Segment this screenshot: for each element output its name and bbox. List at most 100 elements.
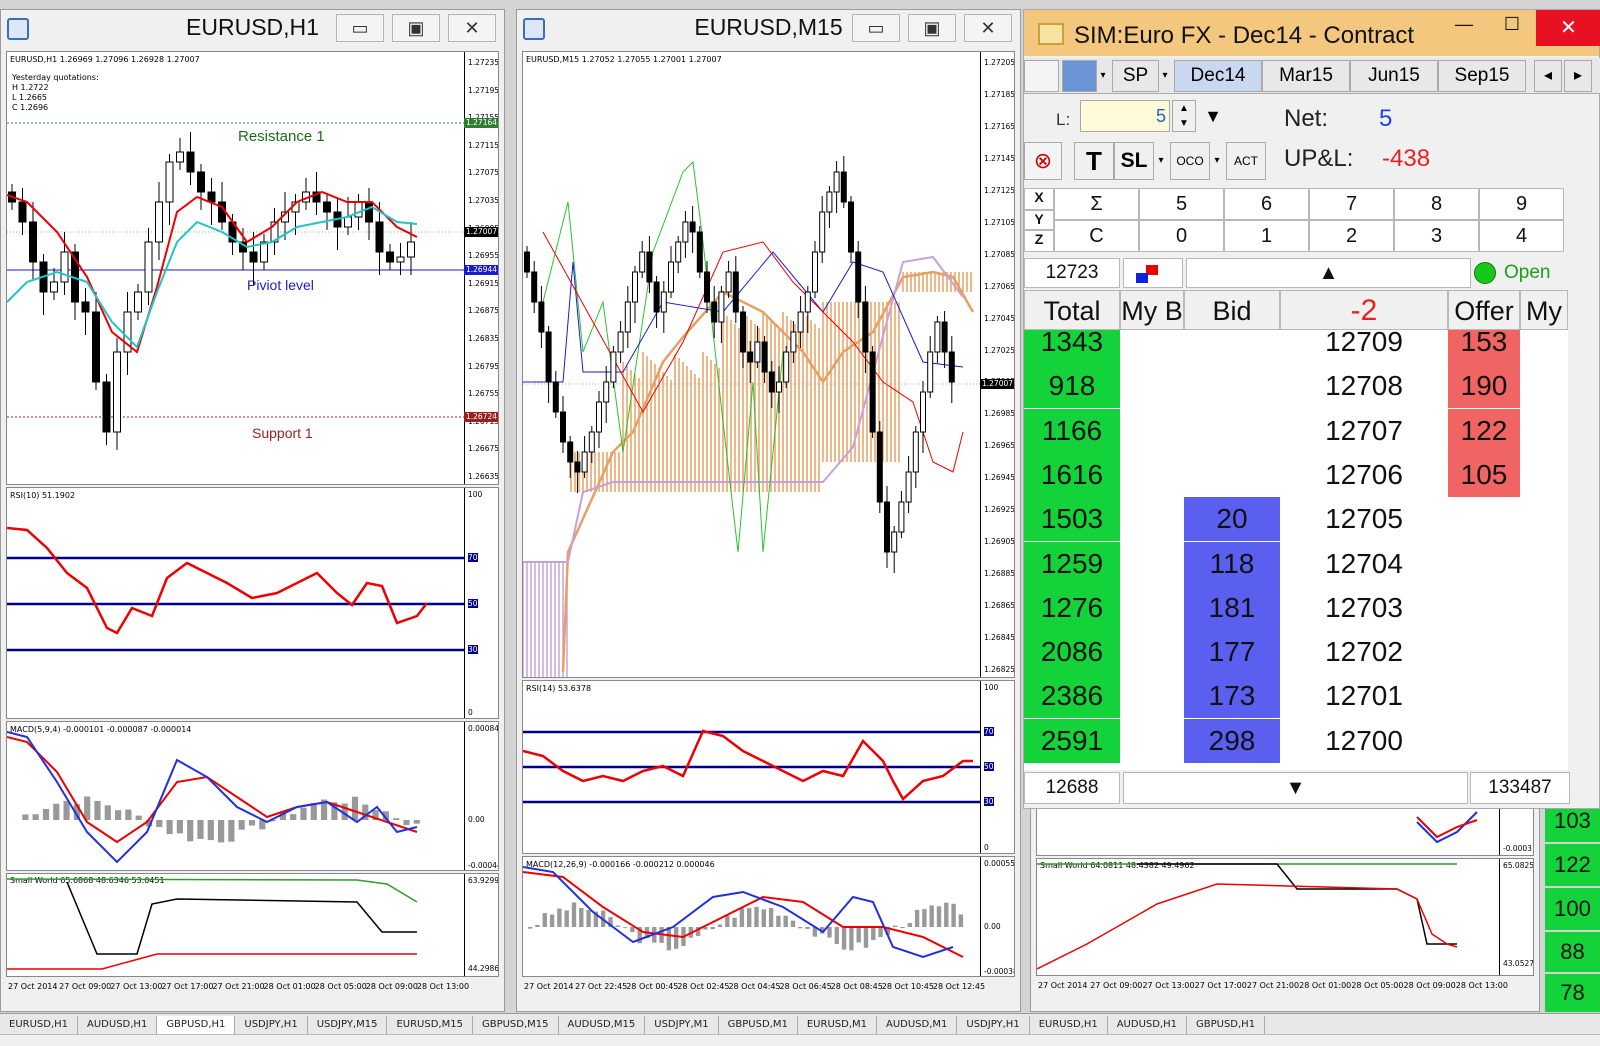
chevron-down-icon[interactable]: ▾	[1158, 155, 1164, 166]
ladder-offer-cell[interactable]: 122	[1448, 408, 1520, 453]
price-ladder[interactable]: 1343 12709 153 918 12708 190 1166 12707 122 1616 1…	[1024, 330, 1568, 770]
ladder-price-cell[interactable]: 12707	[1280, 408, 1448, 453]
hotkey-cell[interactable]: 5	[1139, 188, 1224, 220]
hotkey-cell[interactable]: 1	[1224, 220, 1309, 252]
ladder-bid-cell[interactable]: 298	[1184, 718, 1280, 763]
col-total-header[interactable]: Total	[1024, 290, 1120, 330]
hotkey-cell[interactable]: 3	[1394, 220, 1479, 252]
macd-pane[interactable]: MACD(5,9,4) -0.000101 -0.000087 -0.00001…	[6, 721, 499, 871]
ladder-price-cell[interactable]: 12704	[1280, 541, 1448, 586]
col-price-header[interactable]: -2	[1280, 290, 1448, 330]
ladder-total-cell[interactable]: 1166	[1024, 408, 1120, 453]
scroll-left-icon[interactable]: ◂	[1534, 60, 1562, 92]
chart-tab[interactable]: EURUSD,H1	[0, 1016, 79, 1036]
maximize-button[interactable]: ☐	[1503, 14, 1521, 34]
hotkey-cell[interactable]: 8	[1394, 188, 1479, 220]
chart-tab[interactable]: GBPUSD,H1	[157, 1016, 236, 1036]
chart-tab[interactable]: USDJPY,H1	[957, 1016, 1030, 1036]
ladder-bid-cell[interactable]	[1184, 452, 1280, 497]
ladder-bid-cell[interactable]: 118	[1184, 541, 1280, 586]
ladder-total-cell[interactable]: 1503	[1024, 497, 1120, 542]
title-bar[interactable]: EURUSD,M15 ▭ ▣ ✕	[517, 10, 1020, 46]
hotkey-cell[interactable]: 6	[1224, 188, 1309, 220]
chevron-down-icon[interactable]: ▾	[1214, 155, 1220, 166]
ladder-total-cell[interactable]: 1616	[1024, 452, 1120, 497]
hotkey-cell[interactable]: Σ	[1054, 188, 1139, 220]
close-button[interactable]: ✕	[1536, 10, 1600, 46]
act-button[interactable]: ACT	[1226, 142, 1266, 180]
ladder-bid-cell[interactable]	[1184, 364, 1280, 409]
ladder-price-cell[interactable]: 12706	[1280, 452, 1448, 497]
minimize-button[interactable]: —	[1455, 14, 1473, 34]
chart-tab[interactable]: GBPUSD,H1	[1187, 1016, 1266, 1036]
target-button[interactable]: T	[1074, 142, 1114, 180]
price-chart-pane[interactable]: EURUSD,H1 1.26969 1.27096 1.26928 1.2700…	[6, 51, 499, 485]
chart-tab[interactable]: AUDUSD,H1	[78, 1016, 158, 1036]
settings-icon[interactable]	[1024, 60, 1059, 92]
small-world-pane[interactable]: Small World 65.6868 48.6346 53.0451 63.9…	[6, 873, 499, 977]
chart-tab[interactable]: AUDUSD,M1	[877, 1016, 958, 1036]
rsi-pane[interactable]: RSI(10) 51.1902 100 70 50 30 0	[6, 487, 499, 719]
ladder-total-cell[interactable]: 1276	[1024, 585, 1120, 630]
quantity-dropdown-icon[interactable]: ▼	[1204, 106, 1222, 126]
chart-tab[interactable]: USDJPY,H1	[235, 1016, 308, 1036]
hotkey-cell[interactable]: 4	[1479, 220, 1564, 252]
flag-icon[interactable]	[1123, 258, 1183, 288]
chevron-down-icon[interactable]: ▾	[1100, 70, 1106, 81]
hotkey-cell[interactable]: 0	[1139, 220, 1224, 252]
quantity-stepper[interactable]: ▲ ▼	[1172, 100, 1196, 132]
chart-tab[interactable]: USDJPY,M1	[645, 1016, 719, 1036]
tab-sp[interactable]: SP	[1112, 60, 1159, 92]
ladder-offer-cell[interactable]: 105	[1448, 452, 1520, 497]
col-myoffer-header[interactable]: My	[1520, 290, 1568, 330]
scroll-down-button[interactable]: ▼	[1123, 772, 1468, 804]
hotkey-cell[interactable]: 2	[1309, 220, 1394, 252]
chart-tab[interactable]: GBPUSD,M1	[719, 1016, 798, 1036]
ladder-price-cell[interactable]: 12708	[1280, 364, 1448, 409]
macd-pane[interactable]: MACD(12,26,9) -0.000166 -0.000212 0.0000…	[522, 856, 1015, 977]
ladder-price-cell[interactable]: 12700	[1280, 718, 1448, 763]
ladder-offer-cell[interactable]	[1448, 585, 1520, 630]
ladder-offer-cell[interactable]: 153	[1448, 330, 1520, 364]
ladder-total-cell[interactable]: 1259	[1024, 541, 1120, 586]
title-bar[interactable]: EURUSD,H1 ▭ ▣ ✕	[1, 10, 504, 46]
scroll-up-button[interactable]: ▲	[1186, 258, 1471, 288]
tab-mar15[interactable]: Mar15	[1262, 60, 1350, 92]
chart-link-icon[interactable]	[1062, 60, 1097, 92]
tab-dec14[interactable]: Dec14	[1174, 60, 1262, 92]
cancel-all-icon[interactable]: ⊗	[1024, 142, 1062, 180]
minimize-button[interactable]: ▭	[852, 14, 900, 42]
ladder-price-cell[interactable]: 12702	[1280, 630, 1448, 675]
ladder-offer-cell[interactable]	[1448, 630, 1520, 675]
ladder-offer-cell[interactable]	[1448, 541, 1520, 586]
macd-pane[interactable]: -0.0003	[1036, 801, 1534, 856]
ladder-total-cell[interactable]: 918	[1024, 364, 1120, 409]
ladder-total-cell[interactable]: 2591	[1024, 718, 1120, 763]
stop-loss-button[interactable]: SL	[1114, 142, 1154, 180]
ladder-bid-cell[interactable]: 173	[1184, 674, 1280, 719]
scroll-right-icon[interactable]: ▸	[1564, 60, 1592, 92]
chart-tab[interactable]: EURUSD,H1	[1030, 1016, 1108, 1036]
col-mybid-header[interactable]: My B	[1120, 290, 1184, 330]
tab-jun15[interactable]: Jun15	[1350, 60, 1438, 92]
tab-sep15[interactable]: Sep15	[1438, 60, 1526, 92]
ladder-price-cell[interactable]: 12701	[1280, 674, 1448, 719]
ladder-bid-cell[interactable]: 20	[1184, 497, 1280, 542]
close-button[interactable]: ✕	[448, 14, 496, 42]
ladder-bid-cell[interactable]	[1184, 408, 1280, 453]
title-bar[interactable]: SIM:Euro FX - Dec14 - Contract — ☐ ✕	[1024, 10, 1600, 56]
chart-tab[interactable]: EURUSD,M1	[798, 1016, 877, 1036]
ladder-offer-cell[interactable]: 190	[1448, 364, 1520, 409]
ladder-offer-cell[interactable]	[1448, 674, 1520, 719]
chart-tab[interactable]: AUDUSD,M15	[559, 1016, 646, 1036]
ladder-bid-cell[interactable]	[1184, 330, 1280, 364]
price-chart-pane[interactable]: EURUSD,M15 1.27052 1.27055 1.27001 1.270…	[522, 51, 1015, 678]
small-world-pane[interactable]: Small World 64.0811 48.4382 49.4962 65.0…	[1036, 858, 1534, 976]
chart-tab[interactable]: GBPUSD,M15	[473, 1016, 559, 1036]
ladder-offer-cell[interactable]	[1448, 718, 1520, 763]
hotkey-cell[interactable]: C	[1054, 220, 1139, 252]
col-offer-header[interactable]: Offer	[1448, 290, 1520, 330]
maximize-button[interactable]: ▣	[392, 14, 440, 42]
oco-button[interactable]: OCO	[1170, 142, 1210, 180]
ladder-bid-cell[interactable]: 181	[1184, 585, 1280, 630]
